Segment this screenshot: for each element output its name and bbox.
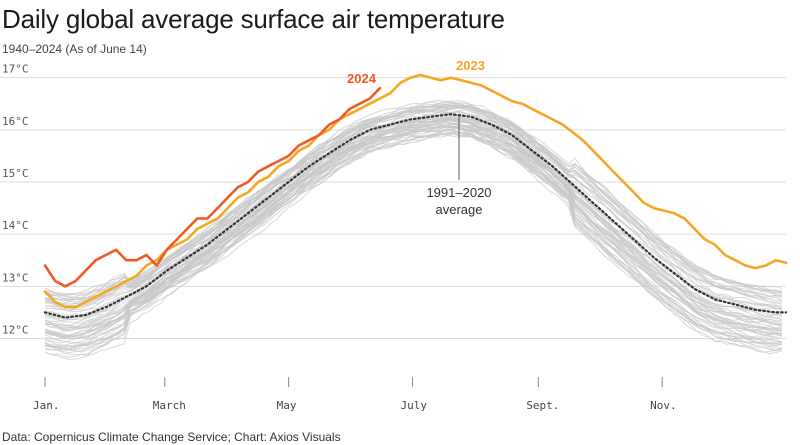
x-tick-label: July (400, 399, 427, 412)
historic-year-line (44, 111, 783, 313)
historic-year-line (44, 131, 782, 360)
source-note: Data: Copernicus Climate Change Service;… (2, 430, 341, 444)
historic-year-line (44, 133, 783, 350)
y-tick-label: 14°C (2, 219, 29, 232)
y-tick-label: 13°C (2, 271, 29, 284)
x-tick-label: Nov. (650, 399, 677, 412)
x-tick-label: May (277, 399, 297, 412)
historic-year-line (44, 133, 782, 351)
historic-year-line (44, 106, 782, 305)
historic-year-line (44, 134, 783, 358)
historic-year-line (44, 104, 783, 296)
x-tick-label: March (153, 399, 186, 412)
historic-year-line (44, 116, 782, 328)
historic-year-line (44, 129, 783, 355)
y-tick-label: 17°C (2, 63, 29, 76)
historic-year-line (44, 126, 783, 347)
chart-title: Daily global average surface air tempera… (2, 4, 505, 34)
chart-subtitle: 1940–2024 (As of June 14) (2, 42, 147, 56)
x-tick-label: Jan. (33, 399, 60, 412)
y-tick-label: 15°C (2, 167, 29, 180)
historic-year-line (44, 131, 782, 356)
annotations: 2024 2023 1991–2020 average (347, 58, 492, 217)
label-2024: 2024 (347, 71, 377, 86)
label-2023: 2023 (456, 58, 485, 73)
axes: 12°C 13°C 14°C 15°C 16°C 17°C Jan. March May July… (2, 63, 677, 412)
historic-year-line (44, 105, 783, 305)
label-average-word: average (436, 202, 483, 217)
x-tick-label: Sept. (526, 399, 559, 412)
historic-year-line (44, 109, 783, 311)
y-tick-label: 12°C (2, 323, 29, 336)
y-tick-label: 16°C (2, 115, 29, 128)
historic-year-line (44, 123, 782, 344)
historic-year-line (44, 131, 783, 349)
historic-years-lines (44, 100, 783, 360)
series-average-line (43, 113, 788, 319)
series-lines (43, 73, 788, 319)
label-average-years: 1991–2020 (426, 185, 491, 200)
historic-year-line (44, 127, 782, 350)
chart-svg: 2024 2023 1991–2020 average 12°C 13°C 14°C 15°… (0, 58, 788, 412)
historic-year-line (44, 132, 782, 348)
historic-year-line (44, 106, 783, 308)
historic-year-line (44, 116, 783, 322)
historic-year-line (44, 129, 782, 354)
series-2024-line (43, 86, 382, 288)
historic-year-line (44, 121, 783, 337)
historic-year-line (44, 129, 783, 352)
